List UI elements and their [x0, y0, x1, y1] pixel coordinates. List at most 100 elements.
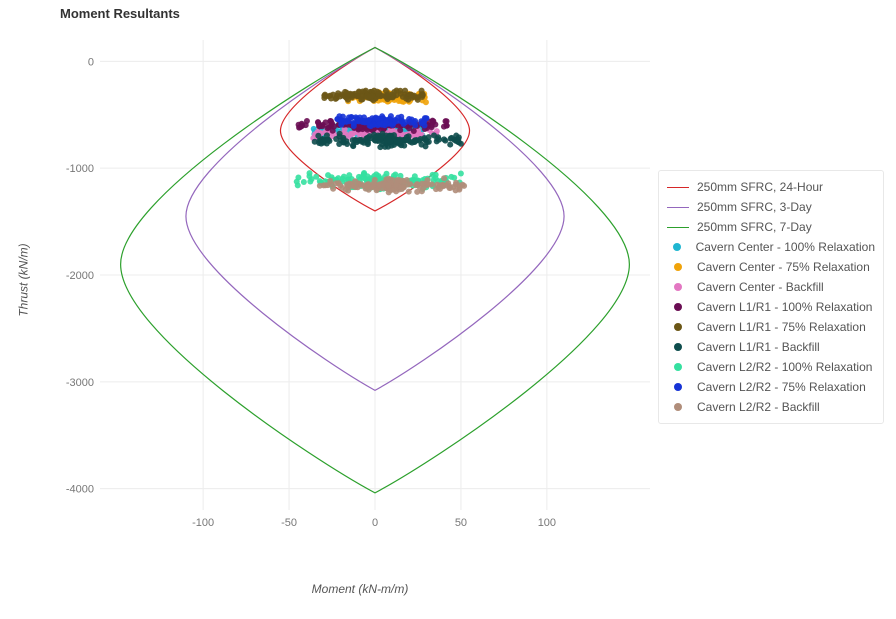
scatter-point: [453, 133, 459, 139]
scatter-point: [315, 133, 321, 139]
legend-label: Cavern Center - Backfill: [697, 280, 824, 294]
y-tick-label: 0: [88, 56, 94, 68]
legend-dot-swatch: [667, 381, 689, 393]
scatter-point: [393, 188, 399, 194]
legend-label: 250mm SFRC, 7-Day: [697, 220, 812, 234]
scatter-point: [419, 91, 425, 97]
scatter-point: [447, 142, 453, 148]
scatter-point: [307, 179, 313, 185]
scatter-point: [419, 142, 425, 148]
legend-item[interactable]: Cavern Center - Backfill: [667, 277, 875, 297]
scatter-point: [423, 99, 429, 105]
legend-dot-swatch: [667, 341, 689, 353]
x-tick-label: -50: [281, 517, 297, 529]
scatter-point: [294, 179, 300, 185]
scatter-point: [334, 93, 340, 99]
legend-dot-swatch: [667, 361, 689, 373]
legend-item[interactable]: Cavern Center - 75% Relaxation: [667, 257, 875, 277]
scatter-series: [321, 87, 425, 103]
scatter-point: [434, 182, 440, 188]
x-tick-label: 50: [455, 517, 467, 529]
legend-label: Cavern L1/R1 - 75% Relaxation: [697, 320, 866, 334]
plot-svg: -100-500501000-1000-2000-3000-4000: [60, 30, 660, 540]
scatter-point: [419, 181, 425, 187]
scatter-point: [401, 184, 407, 190]
legend-item[interactable]: Cavern L1/R1 - Backfill: [667, 337, 875, 357]
scatter-point: [390, 93, 396, 99]
scatter-point: [431, 132, 437, 138]
x-tick-label: -100: [192, 517, 214, 529]
scatter-point: [343, 187, 349, 193]
grid: [100, 40, 650, 510]
y-axis-label: Thrust (kN/m): [17, 243, 31, 316]
legend-dot-swatch: [667, 301, 689, 313]
scatter-point: [406, 137, 412, 143]
scatter-point: [440, 183, 446, 189]
scatter-point: [340, 137, 346, 143]
legend-dot-swatch: [667, 281, 689, 293]
y-tick-label: -4000: [66, 484, 94, 496]
scatter-point: [328, 96, 334, 102]
y-tick-label: -3000: [66, 377, 94, 389]
legend-label: Cavern Center - 100% Relaxation: [696, 240, 875, 254]
scatter-point: [361, 183, 367, 189]
legend-label: Cavern Center - 75% Relaxation: [697, 260, 870, 274]
scatter-point: [443, 118, 449, 124]
scatter-point: [453, 180, 459, 186]
legend-label: Cavern L2/R2 - 75% Relaxation: [697, 380, 866, 394]
legend-item[interactable]: Cavern Center - 100% Relaxation: [667, 237, 875, 257]
legend-label: Cavern L1/R1 - Backfill: [697, 340, 820, 354]
scatter-point: [401, 121, 407, 127]
scatter-point: [376, 121, 382, 127]
legend-item[interactable]: Cavern L1/R1 - 100% Relaxation: [667, 297, 875, 317]
legend-dot-swatch: [667, 241, 688, 253]
y-tick-label: -2000: [66, 270, 94, 282]
scatter-point: [366, 94, 372, 100]
scatter-point: [343, 90, 349, 96]
scatter-point: [301, 179, 307, 185]
scatter-point: [317, 183, 323, 189]
scatter-point: [385, 182, 391, 188]
scatter-point: [357, 137, 363, 143]
scatter-point: [433, 175, 439, 181]
scatter-point: [408, 92, 414, 98]
legend-item[interactable]: Cavern L1/R1 - 75% Relaxation: [667, 317, 875, 337]
legend-dot-swatch: [667, 401, 689, 413]
scatter-point: [353, 184, 359, 190]
legend-item[interactable]: 250mm SFRC, 3-Day: [667, 197, 875, 217]
legend-item[interactable]: 250mm SFRC, 7-Day: [667, 217, 875, 237]
scatter-point: [441, 124, 447, 130]
legend-label: 250mm SFRC, 24-Hour: [697, 180, 823, 194]
scatter-point: [299, 121, 305, 127]
legend-item[interactable]: Cavern L2/R2 - 75% Relaxation: [667, 377, 875, 397]
legend-dot-swatch: [667, 321, 689, 333]
scatter-point: [352, 178, 358, 184]
legend-item[interactable]: Cavern L2/R2 - Backfill: [667, 397, 875, 417]
legend-item[interactable]: 250mm SFRC, 24-Hour: [667, 177, 875, 197]
legend-label: Cavern L2/R2 - 100% Relaxation: [697, 360, 872, 374]
scatter-point: [345, 97, 351, 103]
x-axis-label: Moment (kN-m/m): [60, 582, 660, 596]
scatter-point: [426, 139, 432, 145]
scatter-point: [382, 122, 388, 128]
scatter-point: [372, 177, 378, 183]
y-tick-label: -1000: [66, 163, 94, 175]
legend-line-swatch: [667, 181, 689, 193]
scatter-point: [414, 189, 420, 195]
legend-label: Cavern L1/R1 - 100% Relaxation: [697, 300, 872, 314]
scatter-point: [358, 97, 364, 103]
chart-stage: Moment Resultants Thrust (kN/m) -100 -50 0…: [0, 0, 896, 619]
legend-item[interactable]: Cavern L2/R2 - 100% Relaxation: [667, 357, 875, 377]
x-tick-label: 0: [372, 517, 378, 529]
scatter-point: [441, 136, 447, 142]
scatter-point: [375, 91, 381, 97]
scatter-point: [334, 116, 340, 122]
scatter-point: [316, 140, 322, 146]
scatter-point: [455, 139, 461, 145]
scatter-point: [392, 117, 398, 123]
scatter-point: [460, 182, 466, 188]
scatter-point: [368, 123, 374, 129]
chart-title: Moment Resultants: [60, 6, 180, 21]
scatter-point: [430, 119, 436, 125]
scatter-point: [406, 189, 412, 195]
